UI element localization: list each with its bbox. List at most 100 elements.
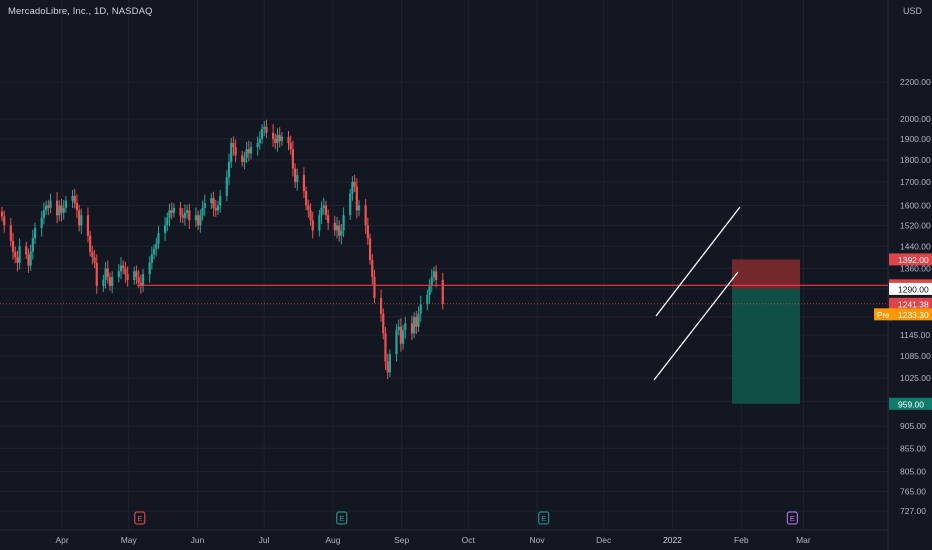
candle-body: [379, 298, 383, 314]
candle-body: [203, 203, 206, 208]
candle-body: [260, 128, 264, 139]
stop-loss-zone[interactable]: [732, 259, 800, 289]
pre-tag-bg: [874, 308, 892, 321]
candle-body: [194, 215, 198, 221]
candle-body: [133, 271, 136, 280]
candle-body: [89, 235, 92, 252]
y-tick-label: 2200.00: [900, 77, 931, 87]
y-tick-label: 765.00: [900, 486, 926, 496]
earnings-marker[interactable]: [786, 511, 798, 525]
candle-body: [135, 271, 138, 278]
candle-body: [227, 161, 231, 178]
currency-label[interactable]: USD: [903, 6, 923, 16]
candle-body: [33, 227, 37, 239]
candle-body: [210, 198, 213, 204]
y-tick-label: 855.00: [900, 443, 926, 453]
x-tick-label: Sep: [394, 535, 409, 545]
candle-body: [291, 149, 295, 169]
candle-body: [225, 177, 228, 196]
y-tick-label: 2000.00: [900, 114, 931, 124]
candle-body: [219, 195, 222, 206]
candle-body: [349, 193, 352, 216]
y-tick-label: 905.00: [900, 421, 926, 431]
y-tick-label: 1145.00: [900, 330, 930, 340]
candle-body: [42, 210, 45, 218]
y-tick-label: 1520.00: [900, 220, 931, 230]
dividend-marker-letter: E: [339, 514, 344, 523]
candle-body: [49, 200, 52, 208]
candle-body: [25, 246, 28, 255]
candle-body: [150, 254, 153, 263]
dividend-marker[interactable]: [336, 511, 348, 525]
candle-body: [247, 149, 250, 154]
symbol-title: MercadoLibre, Inc., 1D, NASDAQ: [8, 6, 153, 17]
candle-body: [80, 215, 83, 226]
candle-body: [243, 157, 246, 162]
candle-body: [256, 142, 259, 148]
candle-body: [14, 251, 17, 258]
candle-body: [294, 168, 297, 182]
candle-body: [384, 333, 387, 362]
candle-body: [278, 134, 281, 141]
candle-body: [263, 126, 266, 129]
earnings-marker-letter: E: [137, 514, 142, 523]
candle-body: [318, 215, 321, 231]
candle-body: [410, 323, 414, 334]
candle-body: [280, 136, 283, 141]
x-tick-label: Aug: [325, 535, 340, 545]
candle-body: [163, 225, 167, 234]
candle-body: [119, 265, 123, 272]
candle-body: [104, 268, 107, 280]
candle-body: [271, 132, 275, 139]
candle-body: [417, 313, 420, 327]
candle-body: [3, 216, 6, 226]
candle-body: [18, 246, 21, 263]
candle-body: [333, 222, 336, 231]
candle-body: [307, 205, 310, 211]
candle-body: [435, 271, 438, 280]
take-profit-zone[interactable]: [732, 288, 800, 404]
candle-body: [234, 147, 237, 156]
candle-body: [232, 142, 235, 148]
candle-body: [241, 155, 244, 162]
candle-body: [216, 205, 220, 211]
candle-body: [212, 198, 215, 208]
candle-body: [415, 316, 418, 327]
stop-price-badge: 1392.00: [898, 255, 929, 265]
candle-body: [197, 215, 200, 226]
candle-body: [395, 330, 398, 355]
entry-price-badge: 1290.00: [898, 284, 929, 294]
candle-body: [55, 200, 59, 216]
candle-body: [141, 274, 145, 286]
channel-lower-line[interactable]: [653, 271, 739, 381]
dividend-marker[interactable]: [538, 511, 550, 525]
pre-tag: Pre: [877, 311, 890, 320]
candle-body: [366, 225, 369, 239]
candle-body: [102, 279, 105, 286]
candle-body: [179, 207, 182, 216]
candle-body: [71, 195, 74, 201]
candle-body: [249, 147, 253, 154]
x-tick-label: Oct: [462, 535, 476, 545]
candle-body: [322, 205, 325, 208]
candle-body: [353, 181, 356, 187]
pre-price-badge-bg: [889, 308, 932, 321]
candle-body: [157, 233, 160, 244]
earnings-marker[interactable]: [134, 511, 146, 525]
candle-body: [31, 238, 34, 252]
candle-body: [137, 277, 140, 283]
x-tick-label: May: [121, 535, 138, 545]
candle-body: [428, 285, 431, 295]
candle-body: [373, 277, 376, 299]
channel-upper-line[interactable]: [655, 206, 741, 317]
candle-body: [441, 279, 444, 304]
y-tick-label: 1025.00: [900, 373, 931, 383]
y-tick-label: 1700.00: [900, 177, 931, 187]
candle-body: [148, 262, 151, 275]
candle-body: [106, 268, 109, 278]
earnings-marker-letter: E: [790, 514, 795, 523]
candle-body: [183, 212, 187, 218]
candle-body: [402, 330, 405, 344]
candle-body: [199, 215, 202, 226]
